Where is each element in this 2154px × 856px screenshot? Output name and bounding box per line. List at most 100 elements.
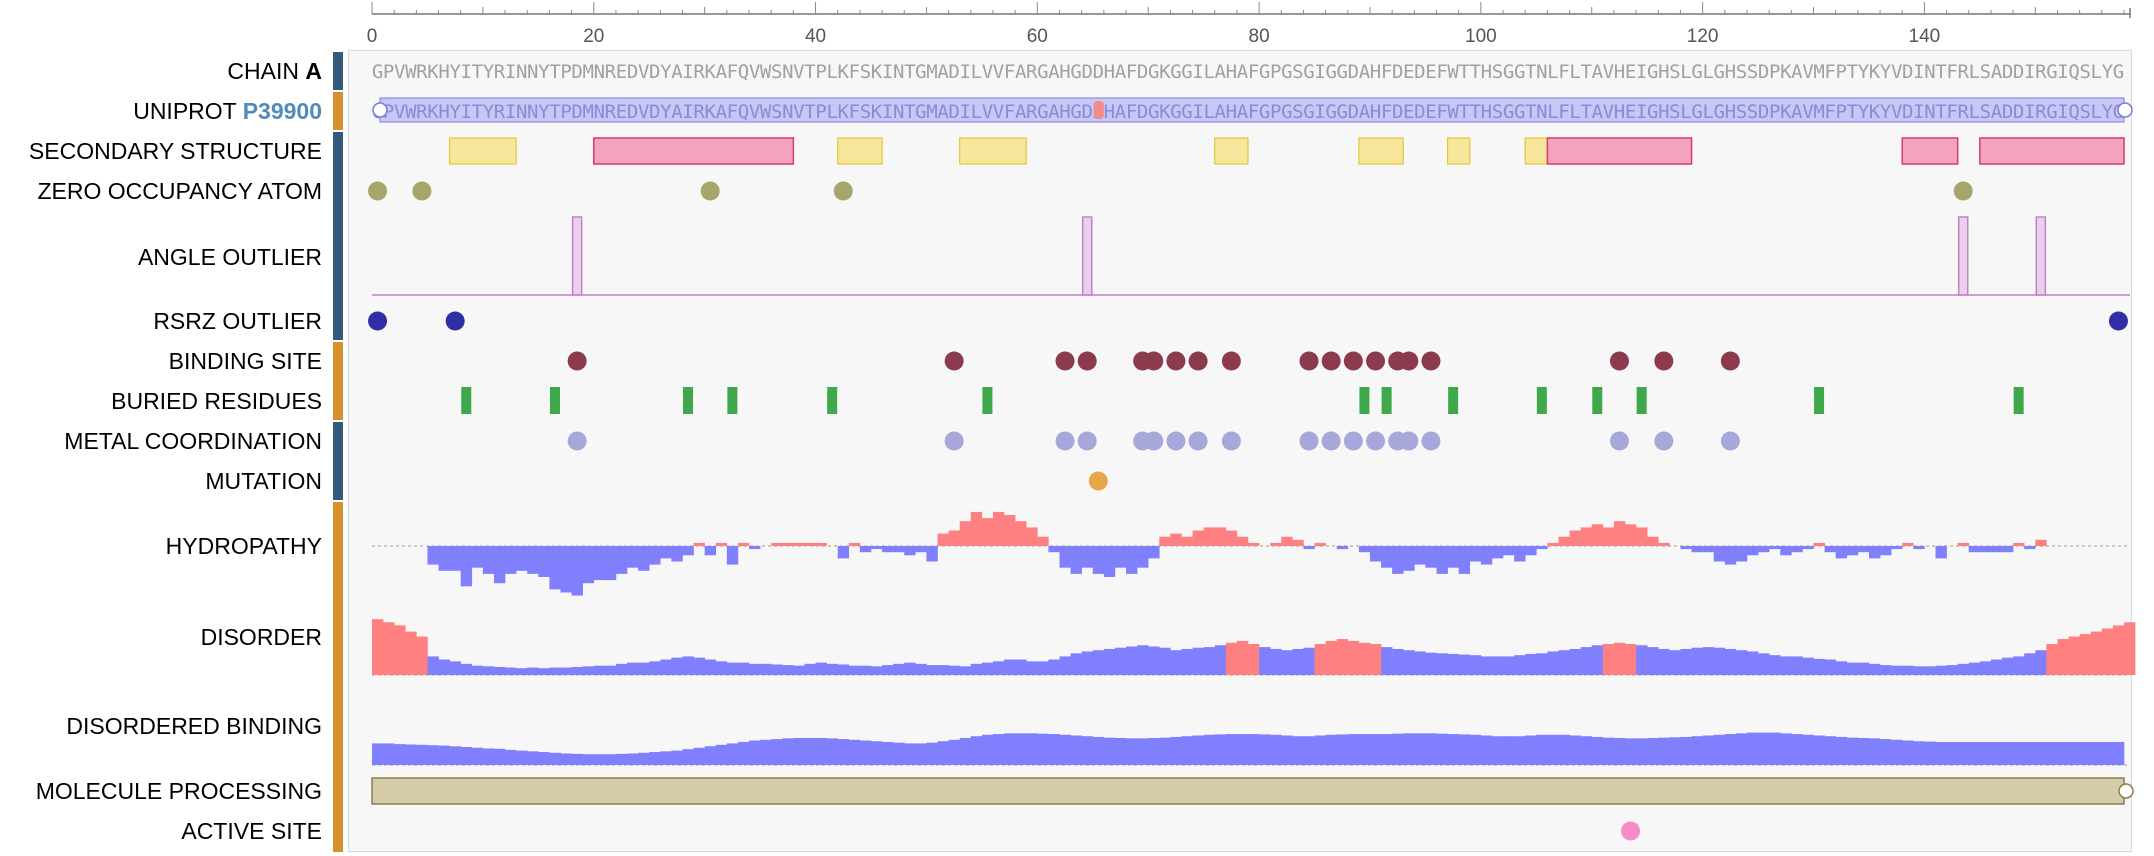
helix-element[interactable]	[593, 137, 795, 165]
buried-residue-marker[interactable]	[1448, 387, 1459, 414]
buried-residue-marker[interactable]	[1814, 387, 1825, 414]
uniprot-accession-link[interactable]: P39900	[242, 98, 322, 124]
chain-residue: D	[1392, 61, 1403, 83]
uniprot-residue: T	[549, 101, 560, 123]
disordered-binding-bar	[394, 744, 406, 765]
buried-residue-marker[interactable]	[982, 387, 993, 414]
zero-occupancy-marker[interactable]	[412, 181, 432, 201]
buried-residue-marker[interactable]	[827, 387, 838, 414]
zero-occupancy-marker[interactable]	[368, 181, 388, 201]
binding-site-marker[interactable]	[1609, 351, 1629, 371]
zero-occupancy-marker[interactable]	[700, 181, 720, 201]
binding-site-marker[interactable]	[1144, 351, 1164, 371]
angle-outlier-bar[interactable]	[2035, 216, 2047, 296]
buried-residue-marker[interactable]	[1381, 387, 1392, 414]
chain-residue: Y	[449, 61, 461, 83]
binding-site-marker[interactable]	[1077, 351, 1097, 371]
rsrz-outlier-marker[interactable]	[445, 311, 465, 331]
zero-occupancy-marker[interactable]	[1953, 181, 1973, 201]
metal-coordination-marker[interactable]	[1166, 431, 1186, 451]
binding-site-marker[interactable]	[1343, 351, 1363, 371]
metal-coordination-marker[interactable]	[1421, 431, 1441, 451]
buried-residue-marker[interactable]	[2013, 387, 2024, 414]
strand-element[interactable]	[1524, 137, 1548, 165]
binding-site-marker[interactable]	[1399, 351, 1419, 371]
binding-site-marker[interactable]	[1055, 351, 1075, 371]
helix-element[interactable]	[1546, 137, 1693, 165]
disordered-binding-bar	[1292, 736, 1304, 765]
metal-coordination-marker[interactable]	[1321, 431, 1341, 451]
metal-coordination-marker[interactable]	[1299, 431, 1319, 451]
hydropathy-bar	[638, 546, 650, 571]
metal-coordination-marker[interactable]	[1144, 431, 1164, 451]
metal-coordination-marker[interactable]	[1609, 431, 1629, 451]
rsrz-outlier-marker[interactable]	[368, 311, 388, 331]
chain-residue: Y	[1858, 61, 1870, 83]
binding-site-marker[interactable]	[1421, 351, 1441, 371]
uniprot-residue: M	[583, 101, 594, 123]
buried-residue-marker[interactable]	[1592, 387, 1603, 414]
strand-element[interactable]	[959, 137, 1027, 165]
angle-outlier-bar[interactable]	[1957, 216, 1969, 296]
binding-site-marker[interactable]	[1299, 351, 1319, 371]
disorder-bar	[1248, 644, 1260, 675]
buried-residue-marker[interactable]	[549, 387, 560, 414]
hydropathy-bar	[505, 546, 517, 574]
metal-coordination-marker[interactable]	[1654, 431, 1674, 451]
binding-site-marker[interactable]	[1366, 351, 1386, 371]
metal-coordination-marker[interactable]	[1188, 431, 1208, 451]
binding-site-marker[interactable]	[1720, 351, 1740, 371]
binding-site-marker[interactable]	[1654, 351, 1674, 371]
buried-residue-marker[interactable]	[461, 387, 472, 414]
molecule-processing-chain[interactable]	[371, 777, 2125, 805]
rsrz-outlier-marker[interactable]	[2108, 311, 2128, 331]
buried-residue-marker[interactable]	[1636, 387, 1647, 414]
disorder-bar	[749, 663, 761, 675]
angle-outlier-bar[interactable]	[1081, 216, 1093, 296]
metal-coordination-marker[interactable]	[1055, 431, 1075, 451]
metal-coordination-marker[interactable]	[1077, 431, 1097, 451]
metal-coordination-marker[interactable]	[1366, 431, 1386, 451]
buried-residue-marker[interactable]	[1536, 387, 1547, 414]
hydropathy-bar	[1902, 542, 1914, 546]
disorder-bar	[383, 622, 395, 675]
disordered-binding-bar	[471, 747, 484, 765]
binding-site-marker[interactable]	[1221, 351, 1241, 371]
buried-residue-marker[interactable]	[1359, 387, 1370, 414]
helix-element[interactable]	[1979, 137, 2125, 165]
metal-coordination-marker[interactable]	[1343, 431, 1363, 451]
hydropathy-bar	[1835, 546, 1848, 559]
binding-site-marker[interactable]	[567, 351, 587, 371]
strand-element[interactable]	[1358, 137, 1404, 165]
angle-outlier-bar[interactable]	[571, 216, 583, 296]
buried-residue-marker[interactable]	[683, 387, 694, 414]
metal-coordination-marker[interactable]	[944, 431, 964, 451]
binding-site-marker[interactable]	[1188, 351, 1208, 371]
disordered-binding-bar	[1137, 738, 1149, 765]
chain-residue: D	[1137, 61, 1148, 83]
metal-coordination-marker[interactable]	[1399, 431, 1419, 451]
binding-site-marker[interactable]	[1166, 351, 1186, 371]
strand-element[interactable]	[837, 137, 883, 165]
mutation-marker[interactable]	[1088, 471, 1108, 491]
chain-residue: A	[937, 61, 949, 83]
active-site-marker[interactable]	[1621, 821, 1641, 841]
strand-element[interactable]	[1214, 137, 1249, 165]
metal-coordination-marker[interactable]	[1720, 431, 1740, 451]
buried-residue-marker[interactable]	[727, 387, 738, 414]
disorder-bar	[1114, 647, 1127, 675]
disorder-bar	[427, 656, 439, 675]
metal-coordination-marker[interactable]	[1221, 431, 1241, 451]
hydropathy-bar	[1159, 536, 1171, 546]
strand-element[interactable]	[1446, 137, 1471, 165]
strand-element[interactable]	[449, 137, 517, 165]
zero-occupancy-marker[interactable]	[833, 181, 853, 201]
chain-residue: L	[1547, 61, 1558, 83]
helix-element[interactable]	[1901, 137, 1959, 165]
binding-site-marker[interactable]	[1321, 351, 1341, 371]
chain-residue: H	[1481, 61, 1492, 83]
disorder-bar	[815, 662, 827, 675]
metal-coordination-marker[interactable]	[567, 431, 587, 451]
binding-site-marker[interactable]	[944, 351, 964, 371]
chain-residue: D	[1093, 61, 1104, 83]
